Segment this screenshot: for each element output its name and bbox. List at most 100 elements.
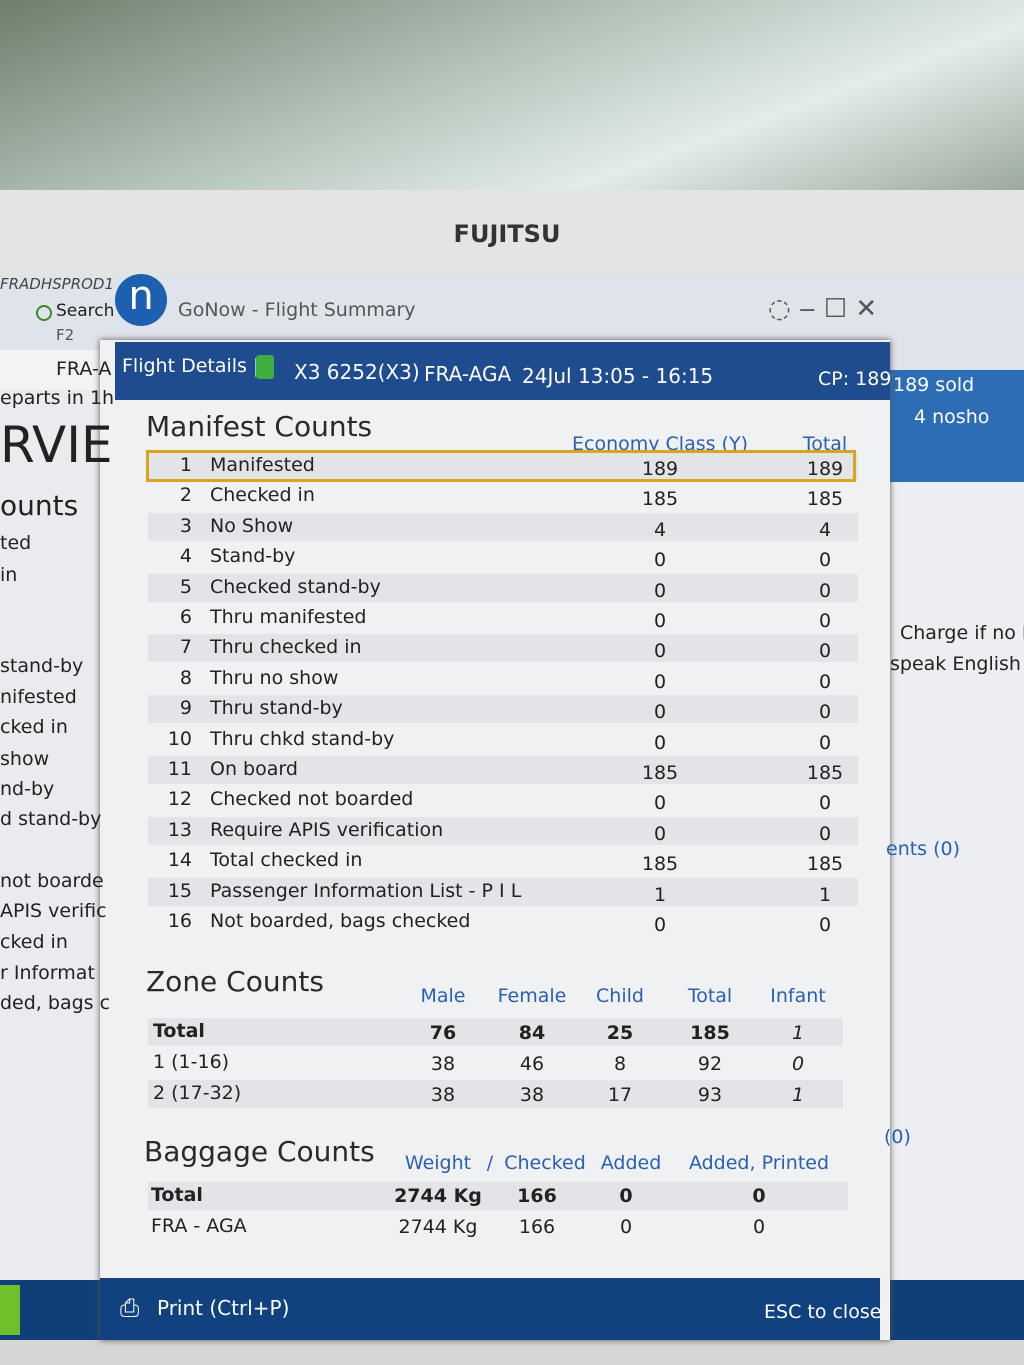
background-text: (0) [884, 1126, 911, 1148]
row-number: 9 [179, 697, 192, 720]
column-header: Total [687, 985, 733, 1007]
total-count: 185 [806, 853, 844, 876]
zone-count: 1 [791, 1022, 805, 1044]
window-controls[interactable]: ◌ ‒ ☐ ✕ [768, 294, 878, 324]
economy-count: 0 [653, 822, 667, 845]
baggage-value: 166 [517, 1185, 557, 1207]
header-section: Flight Details | [122, 355, 260, 377]
row-label: Passenger Information List - P I L [210, 879, 522, 902]
close-hint[interactable]: ESC to close [764, 1301, 882, 1323]
zone-count: 46 [519, 1053, 545, 1075]
zone-count: 8 [613, 1053, 627, 1075]
row-shade [148, 1080, 843, 1108]
row-label: On board [210, 758, 298, 780]
background-text: ents (0) [886, 838, 961, 860]
row-number: 15 [167, 879, 192, 902]
background-text: speak English c [890, 653, 1024, 675]
economy-count: 189 [641, 458, 679, 480]
column-header: Total [802, 433, 848, 455]
row-number: 8 [179, 666, 192, 689]
total-count: 185 [806, 488, 844, 511]
row-number: 2 [179, 484, 192, 507]
row-number: 14 [167, 849, 192, 872]
search-button[interactable]: Search [56, 301, 115, 321]
background-text: RVIE [0, 416, 113, 474]
total-count: 0 [818, 731, 832, 754]
zone-count: 84 [518, 1022, 546, 1044]
background-text: cked in [0, 716, 68, 738]
row-number: 5 [179, 575, 192, 598]
economy-count: 0 [653, 792, 667, 815]
selected-row [146, 450, 856, 482]
background-text: show [0, 748, 50, 770]
background-text: nifested [0, 686, 77, 708]
column-header: Male [420, 985, 466, 1007]
economy-count: 4 [653, 518, 667, 541]
background-text: eparts in 1h [0, 387, 115, 409]
zone-label: Total [153, 1020, 205, 1042]
economy-count: 185 [641, 488, 679, 511]
total-count: 0 [818, 670, 832, 693]
row-number: 13 [167, 818, 192, 841]
zone-count: 38 [430, 1053, 456, 1075]
background-text: d stand-by [0, 808, 102, 830]
left-header [0, 350, 112, 390]
economy-count: 0 [653, 610, 667, 632]
row-number: 6 [179, 606, 192, 628]
row-number: 1 [179, 454, 192, 476]
background-text: nd-by [0, 778, 55, 800]
column-header: Child [596, 985, 644, 1007]
economy-count: 0 [653, 579, 667, 602]
zone-count: 76 [429, 1022, 457, 1044]
background-text: ded, bags c [0, 992, 111, 1014]
zone-count: 1 [791, 1084, 805, 1106]
baggage-value: 0 [752, 1185, 766, 1207]
total-count: 0 [818, 792, 832, 815]
zone-count: 38 [430, 1084, 456, 1106]
column-header: Infant [770, 985, 826, 1007]
row-shade [148, 756, 858, 784]
economy-count: 185 [641, 762, 679, 784]
baggage-label: Total [151, 1184, 203, 1206]
logo-letter: n [128, 273, 154, 319]
row-number: 12 [167, 788, 192, 811]
background-text: Charge if no D [900, 622, 1024, 644]
row-label: Thru stand-by [210, 697, 343, 720]
column-header: Added [600, 1152, 662, 1174]
row-label: Stand-by [210, 545, 296, 568]
row-label: No Show [210, 514, 294, 537]
background-text: not boarde [0, 870, 104, 892]
search-icon [36, 305, 52, 321]
shortcut: F2 [56, 326, 75, 344]
row-label: Checked stand-by [210, 575, 381, 598]
row-label: Thru checked in [210, 636, 362, 659]
row-shade [148, 695, 858, 724]
economy-count: 0 [653, 670, 667, 693]
zones-title: Zone Counts [146, 965, 324, 998]
row-label: Thru manifested [210, 606, 367, 628]
row-label: Require APIS verification [210, 818, 444, 841]
row-number: 7 [179, 636, 192, 659]
schedule: 24Jul 13:05 - 16:15 [522, 364, 714, 388]
column-header: Female [497, 985, 567, 1007]
row-label: Total checked in [210, 849, 363, 872]
economy-count: 0 [653, 701, 667, 724]
logo [115, 274, 167, 326]
print-icon: ⎙ [120, 1294, 140, 1322]
row-label: Checked in [210, 484, 315, 507]
column-header: Economy Class (Y) [572, 433, 748, 455]
economy-count: 0 [653, 549, 667, 572]
right-panel [890, 370, 1024, 1280]
row-label: Thru no show [210, 666, 339, 689]
economy-count: 185 [641, 853, 679, 876]
row-number: 11 [167, 758, 192, 780]
manifest-title: Manifest Counts [146, 410, 373, 443]
baggage-value: 2744 Kg [398, 1216, 478, 1238]
print-button[interactable]: Print (Ctrl+P) [157, 1296, 290, 1320]
row-label: Checked not boarded [210, 788, 414, 811]
total-count: 1 [818, 883, 832, 906]
baggage-value: 0 [752, 1216, 766, 1238]
monitor-bottom [0, 1340, 1024, 1365]
row-shade [148, 634, 858, 663]
background-text: APIS verific [0, 900, 107, 922]
